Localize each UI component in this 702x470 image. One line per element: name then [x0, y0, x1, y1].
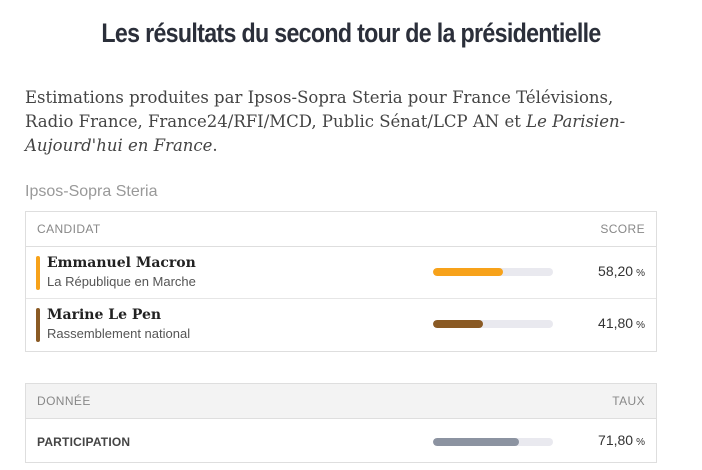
- header-data: DONNÉE: [37, 394, 91, 408]
- score-unit: %: [636, 268, 645, 279]
- participation-row: PARTICIPATION 71,80%: [26, 419, 656, 463]
- source-label: Ipsos-Sopra Steria: [25, 183, 158, 200]
- intro-body: Estimations produites par Ipsos-Sopra St…: [25, 88, 614, 131]
- candidate-party: Rassemblement national: [47, 326, 191, 341]
- candidate-name: Marine Le Pen: [47, 307, 162, 323]
- score-value: 58,20%: [598, 263, 645, 279]
- score-number: 41,80: [598, 315, 634, 331]
- score-number: 58,20: [598, 263, 634, 279]
- intro-text: Estimations produites par Ipsos-Sopra St…: [25, 86, 665, 158]
- candidate-party: La République en Marche: [47, 274, 196, 289]
- candidate-name: Emmanuel Macron: [47, 255, 196, 271]
- page-title: Les résultats du second tour de la prési…: [101, 18, 601, 48]
- participation-number: 71,80: [598, 432, 634, 448]
- score-value: 41,80%: [598, 315, 645, 331]
- results-table: CANDIDAT SCORE Emmanuel Macron La Républ…: [25, 211, 657, 352]
- score-bar-fill: [433, 320, 484, 328]
- intro-end: .: [212, 136, 218, 155]
- header-candidate: CANDIDAT: [37, 222, 101, 236]
- score-unit: %: [636, 320, 645, 331]
- participation-unit: %: [636, 437, 645, 448]
- header-score: SCORE: [600, 222, 645, 236]
- intro-italic: Le Parisien-Aujourd'hui en France: [25, 112, 626, 155]
- results-table-header: CANDIDAT SCORE: [26, 212, 656, 247]
- data-table: DONNÉE TAUX PARTICIPATION 71,80%: [25, 383, 657, 463]
- score-bar-fill: [433, 268, 503, 276]
- table-row: Emmanuel Macron La République en Marche …: [26, 247, 656, 299]
- participation-value: 71,80%: [598, 432, 645, 448]
- participation-bar: [433, 438, 553, 446]
- participation-label: PARTICIPATION: [37, 435, 131, 449]
- header-rate: TAUX: [612, 394, 645, 408]
- participation-bar-fill: [433, 438, 520, 446]
- candidate-color-stripe: [36, 308, 40, 342]
- score-bar: [433, 268, 553, 276]
- candidate-color-stripe: [36, 256, 40, 290]
- table-row: Marine Le Pen Rassemblement national 41,…: [26, 299, 656, 351]
- score-bar: [433, 320, 553, 328]
- data-table-header: DONNÉE TAUX: [26, 384, 656, 419]
